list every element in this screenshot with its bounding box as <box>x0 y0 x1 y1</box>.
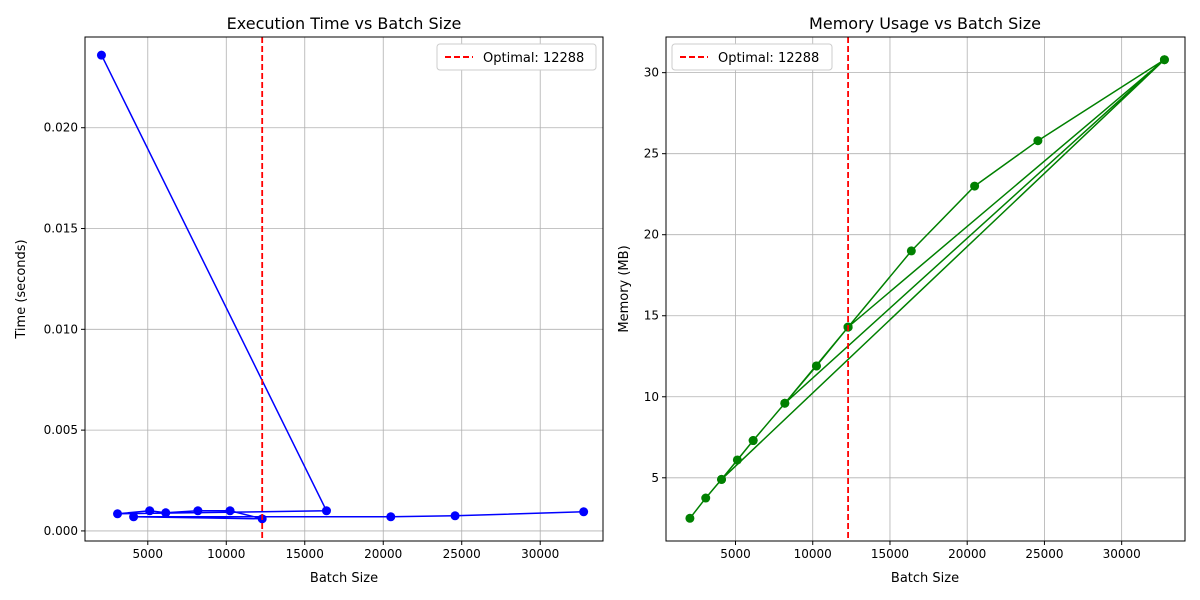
series-line <box>689 59 1165 519</box>
memory-usage-chart: Memory Usage vs Batch Size Batch Size Me… <box>617 14 1186 586</box>
x-axis-label: Batch Size <box>891 571 959 586</box>
legend-box <box>671 43 833 71</box>
y-tick-label: 0.010 <box>44 322 78 336</box>
x-tick-label: 5000 <box>133 547 164 561</box>
x-tick-label: 10000 <box>207 547 245 561</box>
x-tick-label: 15000 <box>286 547 324 561</box>
x-tick-label: 25000 <box>443 547 481 561</box>
x-tick-label: 20000 <box>948 547 986 561</box>
chart-title: Execution Time vs Batch Size <box>227 14 462 33</box>
data-point <box>321 506 331 516</box>
axes-frame <box>84 36 604 542</box>
y-tick-label: 15 <box>644 309 659 323</box>
y-tick-label: 10 <box>644 390 659 404</box>
data-point <box>685 513 695 523</box>
data-point <box>1159 55 1169 65</box>
plot-area: 5000 10000 15000 20000 25000 30000 0.000 0.005 0… <box>44 36 604 561</box>
plot-area: 5000 10000 15000 20000 25000 30000 5 10 15 20 25 30 <box>644 36 1186 561</box>
legend-label: Optimal: 12288 <box>483 51 584 66</box>
x-tick-label: 25000 <box>1025 547 1063 561</box>
data-point <box>780 398 790 408</box>
y-tick-label: 5 <box>651 471 659 485</box>
data-point <box>145 506 155 516</box>
data-point <box>906 246 916 256</box>
data-point <box>96 50 106 60</box>
x-tick-label: 30000 <box>1103 547 1141 561</box>
execution-time-chart: Execution Time vs Batch Size Batch Size … <box>14 14 604 586</box>
data-point <box>113 509 123 519</box>
y-axis-label: Time (seconds) <box>14 239 29 339</box>
legend-label: Optimal: 12288 <box>718 51 819 66</box>
data-point <box>161 508 171 518</box>
data-point <box>732 455 742 465</box>
y-axis-label: Memory (MB) <box>617 245 632 332</box>
y-tick-label: 25 <box>644 147 659 161</box>
data-point <box>701 493 711 503</box>
y-tick-label: 30 <box>644 66 659 80</box>
x-tick-label: 15000 <box>871 547 909 561</box>
data-point <box>450 511 460 521</box>
data-point <box>970 181 980 191</box>
legend: Optimal: 12288 <box>671 43 833 71</box>
data-point <box>748 436 758 446</box>
y-tick-label: 0.015 <box>44 222 78 236</box>
x-tick-label: 30000 <box>521 547 559 561</box>
data-point <box>717 474 727 484</box>
x-axis-label: Batch Size <box>310 571 378 586</box>
axes-frame <box>665 36 1186 542</box>
y-tick-label: 0.020 <box>44 121 78 135</box>
y-tick-label: 20 <box>644 228 659 242</box>
data-point <box>811 361 821 371</box>
data-point <box>386 512 396 522</box>
y-tick-label: 0.005 <box>44 423 78 437</box>
legend: Optimal: 12288 <box>436 43 597 71</box>
data-point <box>225 506 235 516</box>
y-tick-label: 0.000 <box>44 524 78 538</box>
data-point <box>129 512 139 522</box>
x-tick-label: 20000 <box>364 547 402 561</box>
x-tick-label: 10000 <box>794 547 832 561</box>
legend-box <box>436 43 597 71</box>
series-line <box>100 54 584 520</box>
chart-title: Memory Usage vs Batch Size <box>809 14 1041 33</box>
data-point <box>193 506 203 516</box>
data-point <box>1033 136 1043 146</box>
x-tick-label: 5000 <box>720 547 751 561</box>
data-point <box>579 507 589 517</box>
